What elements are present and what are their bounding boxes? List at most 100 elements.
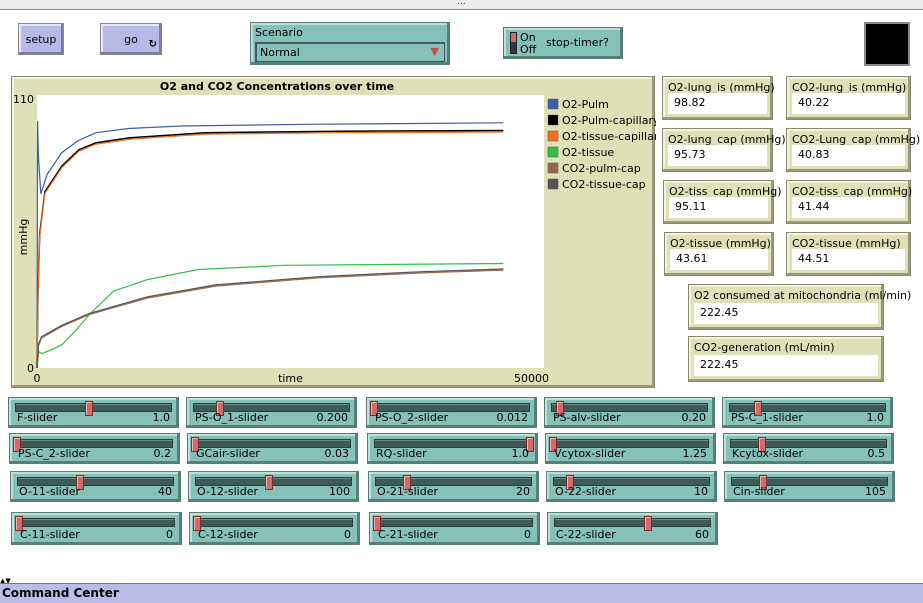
monitor-label: O2-lung_cap (mmHg) bbox=[668, 133, 786, 146]
slider[interactable]: O-22-slider 10 bbox=[546, 471, 717, 502]
slider-knob[interactable] bbox=[191, 437, 199, 452]
slider-knob[interactable] bbox=[565, 475, 574, 490]
slider[interactable]: Cin-slider 105 bbox=[724, 471, 895, 502]
slider-track[interactable] bbox=[15, 401, 172, 416]
slider-value: 1.0 bbox=[866, 411, 885, 424]
slider-track[interactable] bbox=[730, 437, 887, 452]
slider[interactable]: O-12-slider 100 bbox=[188, 471, 359, 502]
legend-swatch bbox=[547, 98, 559, 110]
slider-knob[interactable] bbox=[15, 516, 23, 531]
slider[interactable]: PS-O_2-slider 0.012 bbox=[366, 397, 537, 428]
legend-swatch bbox=[547, 130, 559, 142]
x-tick-label: 50000 bbox=[514, 372, 549, 385]
monitor-value: 222.45 bbox=[694, 303, 878, 324]
slider-track[interactable] bbox=[13, 437, 173, 452]
setup-button[interactable]: setup bbox=[18, 23, 64, 55]
slider[interactable]: PS-C_1-slider 1.0 bbox=[722, 397, 893, 428]
slider-track[interactable] bbox=[553, 475, 710, 490]
slider[interactable]: C-11-slider 0 bbox=[11, 512, 182, 545]
slider[interactable]: PS-alv-slider 0.20 bbox=[544, 397, 715, 428]
monitor: CO2-Lung_cap (mmHg) 40.83 bbox=[786, 128, 920, 172]
resize-arrows-icon[interactable]: ▲▼ bbox=[0, 577, 11, 585]
setup-label: setup bbox=[25, 32, 57, 46]
monitor: CO2-lung_is (mmHg) 40.22 bbox=[786, 76, 911, 120]
switch-on-label: On bbox=[520, 31, 536, 44]
slider-value: 105 bbox=[865, 485, 886, 498]
slider-label: Cin-slider bbox=[733, 485, 785, 498]
slider-track[interactable] bbox=[731, 475, 888, 490]
slider[interactable]: C-22-slider 60 bbox=[547, 512, 718, 545]
series-line-O2-tissue-capillary bbox=[36, 131, 504, 369]
go-label: go bbox=[124, 32, 138, 46]
slider-value: 0 bbox=[166, 528, 173, 541]
slider-knob[interactable] bbox=[373, 516, 381, 531]
monitor-label: CO2-lung_is (mmHg) bbox=[792, 81, 907, 94]
go-button[interactable]: go ↻ bbox=[100, 23, 162, 55]
slider-knob[interactable] bbox=[644, 516, 652, 531]
slider-value: 0.200 bbox=[316, 411, 349, 424]
slider-label: C-12-slider bbox=[198, 528, 258, 541]
slider[interactable]: Kcytox-slider 0.5 bbox=[723, 433, 894, 464]
slider-track[interactable] bbox=[375, 475, 532, 490]
monitor-label: CO2-tiss_cap (mmHg) bbox=[792, 185, 913, 198]
switch-toggle[interactable] bbox=[510, 32, 517, 54]
slider-knob[interactable] bbox=[526, 437, 534, 452]
scenario-select[interactable]: Normal ▼ bbox=[255, 42, 445, 62]
slider[interactable]: GCair-slider 0.03 bbox=[187, 433, 358, 464]
monitor-value: 41.44 bbox=[792, 197, 905, 218]
slider[interactable]: C-12-slider 0 bbox=[189, 512, 360, 545]
slider[interactable]: Vcytox-slider 1.25 bbox=[545, 433, 716, 464]
command-center-bar[interactable]: Command Center bbox=[0, 583, 923, 603]
slider-track[interactable] bbox=[549, 437, 709, 452]
slider[interactable]: O-21-slider 20 bbox=[368, 471, 539, 502]
slider-track[interactable] bbox=[370, 401, 530, 416]
slider-knob[interactable] bbox=[555, 401, 564, 416]
world-view[interactable] bbox=[864, 22, 910, 66]
slider-track[interactable] bbox=[373, 516, 533, 531]
stop-timer-switch[interactable]: On Off stop-timer? bbox=[503, 27, 623, 59]
slider[interactable]: C-21-slider 0 bbox=[369, 512, 540, 545]
slider-track[interactable] bbox=[191, 437, 351, 452]
slider-track[interactable] bbox=[551, 401, 708, 416]
monitor-label: O2 consumed at mitochondria (ml/min) bbox=[694, 289, 912, 302]
slider-knob[interactable] bbox=[403, 475, 411, 490]
monitor: O2-lung_is (mmHg) 98.82 bbox=[662, 76, 775, 120]
slider-knob[interactable] bbox=[76, 475, 84, 490]
monitor-label: CO2-generation (mL/min) bbox=[694, 341, 835, 354]
monitor-value: 95.11 bbox=[669, 197, 768, 218]
slider-knob[interactable] bbox=[13, 437, 21, 452]
slider-track[interactable] bbox=[15, 516, 175, 531]
slider[interactable]: PS-O_1-slider 0.200 bbox=[186, 397, 357, 428]
slider-track[interactable] bbox=[193, 401, 350, 416]
slider-knob[interactable] bbox=[753, 401, 762, 416]
series-line-CO2-tissue-cap bbox=[36, 268, 504, 369]
slider-knob[interactable] bbox=[264, 475, 273, 490]
legend-label: O2-Pulm-capillary bbox=[562, 114, 656, 127]
monitor: O2-tiss_cap (mmHg) 95.11 bbox=[663, 180, 782, 224]
scenario-chooser[interactable]: Scenario Normal ▼ bbox=[250, 22, 450, 65]
slider-track[interactable] bbox=[193, 516, 353, 531]
slider-track[interactable] bbox=[17, 475, 174, 490]
slider-knob[interactable] bbox=[758, 437, 766, 452]
slider-value: 60 bbox=[695, 528, 709, 541]
slider-knob[interactable] bbox=[549, 437, 557, 452]
slider-track[interactable] bbox=[195, 475, 352, 490]
slider[interactable]: PS-C_2-slider 0.2 bbox=[9, 433, 180, 464]
scenario-value: Normal bbox=[260, 46, 300, 59]
slider[interactable]: RQ-slider 1.0 bbox=[367, 433, 538, 464]
slider-knob[interactable] bbox=[216, 401, 225, 416]
slider[interactable]: O-11-slider 40 bbox=[10, 471, 181, 502]
slider-knob[interactable] bbox=[759, 475, 767, 490]
slider-track[interactable] bbox=[554, 516, 711, 531]
slider-label: C-21-slider bbox=[378, 528, 438, 541]
slider-value: 100 bbox=[329, 485, 350, 498]
slider-track[interactable] bbox=[729, 401, 886, 416]
monitor: CO2-tissue (mmHg) 44.51 bbox=[786, 232, 911, 276]
slider-knob[interactable] bbox=[84, 401, 93, 416]
slider-knob[interactable] bbox=[370, 401, 378, 416]
slider[interactable]: F-slider 1.0 bbox=[8, 397, 179, 428]
monitor-label: O2-lung_is (mmHg) bbox=[668, 81, 775, 94]
slider-value: 40 bbox=[158, 485, 172, 498]
slider-knob[interactable] bbox=[193, 516, 201, 531]
slider-track[interactable] bbox=[374, 437, 534, 452]
